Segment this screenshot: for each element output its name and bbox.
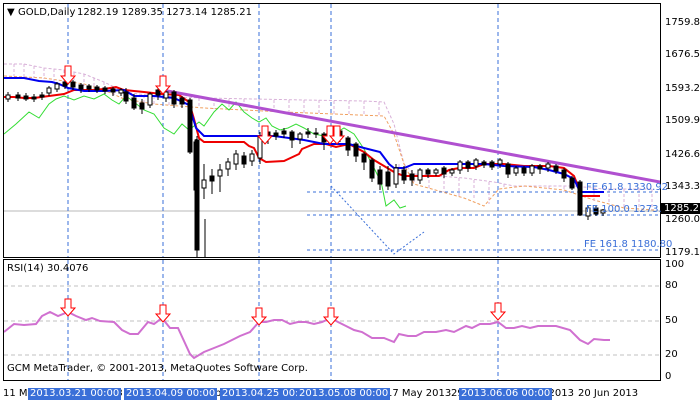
time-tick: 17 May 2013 xyxy=(386,388,452,399)
price-chart-canvas xyxy=(4,4,660,257)
vertical-event-lines xyxy=(67,4,499,257)
chart-symbol-title: GOLD,Daily xyxy=(18,7,76,18)
time-highlight: 2013.05.08 00:00 xyxy=(297,388,391,400)
rsi-tick: 20 xyxy=(665,349,678,360)
candlesticks xyxy=(5,80,206,257)
price-tick: 1343.30 xyxy=(665,181,700,192)
fibo-618-label: FE 61.8 1330.92 xyxy=(586,182,669,193)
price-tick: 1759.80 xyxy=(665,17,700,28)
rsi-line xyxy=(4,310,610,360)
rsi-canvas xyxy=(4,260,660,380)
time-tick: 20 Jun 2013 xyxy=(578,388,639,399)
price-tick: 1593.20 xyxy=(665,83,700,94)
price-chart-pane[interactable]: ▼ GOLD,Daily 1282.19 1289.35 1273.14 128… xyxy=(3,3,674,258)
current-price-tag: 1285.21 xyxy=(661,203,700,214)
price-tick: 1179.15 xyxy=(665,247,700,258)
fibo-1618-label: FE 161.8 1180.80 xyxy=(584,239,673,250)
time-tick: 29 xyxy=(451,388,464,399)
rsi-tick: 0 xyxy=(665,371,672,382)
time-tick: 11 Ma xyxy=(3,388,34,399)
time-tick: n 2013 xyxy=(539,388,574,399)
ohlc-values: 1282.19 1289.35 1273.14 1285.21 xyxy=(77,7,252,18)
rsi-tick: 80 xyxy=(665,280,678,291)
time-highlight: 2013.06.06 00:00 xyxy=(459,388,553,400)
rsi-tick: 50 xyxy=(665,315,678,326)
time-highlight: 2013.04.25 00:00 xyxy=(220,388,314,400)
price-tick: 1426.60 xyxy=(665,149,700,160)
kijun-sen-line xyxy=(4,77,604,193)
rsi-level-lines xyxy=(4,285,660,356)
price-tick: 1676.50 xyxy=(665,49,700,60)
rsi-tick: 100 xyxy=(665,259,685,270)
rsi-pane[interactable]: RSI(14) 30.4076 GCM MetaTrader, © 2001-2… xyxy=(3,259,661,381)
trendline xyxy=(161,88,660,184)
copyright-text: GCM MetaTrader, © 2001-2013, MetaQuotes … xyxy=(7,363,308,374)
tenkan-sen-line xyxy=(4,85,600,197)
price-tick: 1509.90 xyxy=(665,115,700,126)
candlesticks-mid xyxy=(193,128,606,220)
rsi-sell-arrows xyxy=(59,298,507,326)
symbol-dropdown-icon[interactable]: ▼ xyxy=(7,7,15,18)
chikou-span-line xyxy=(4,93,407,209)
fibo-100-label: FE 100.0 1273.57 xyxy=(586,204,675,215)
price-tick: 1260.00 xyxy=(665,214,700,225)
rsi-title: RSI(14) 30.4076 xyxy=(7,263,89,274)
time-highlight: 2013.03.21 00:00 xyxy=(28,388,122,400)
sell-arrows xyxy=(59,65,346,145)
time-highlight: 2013.04.09 00:00 xyxy=(124,388,218,400)
